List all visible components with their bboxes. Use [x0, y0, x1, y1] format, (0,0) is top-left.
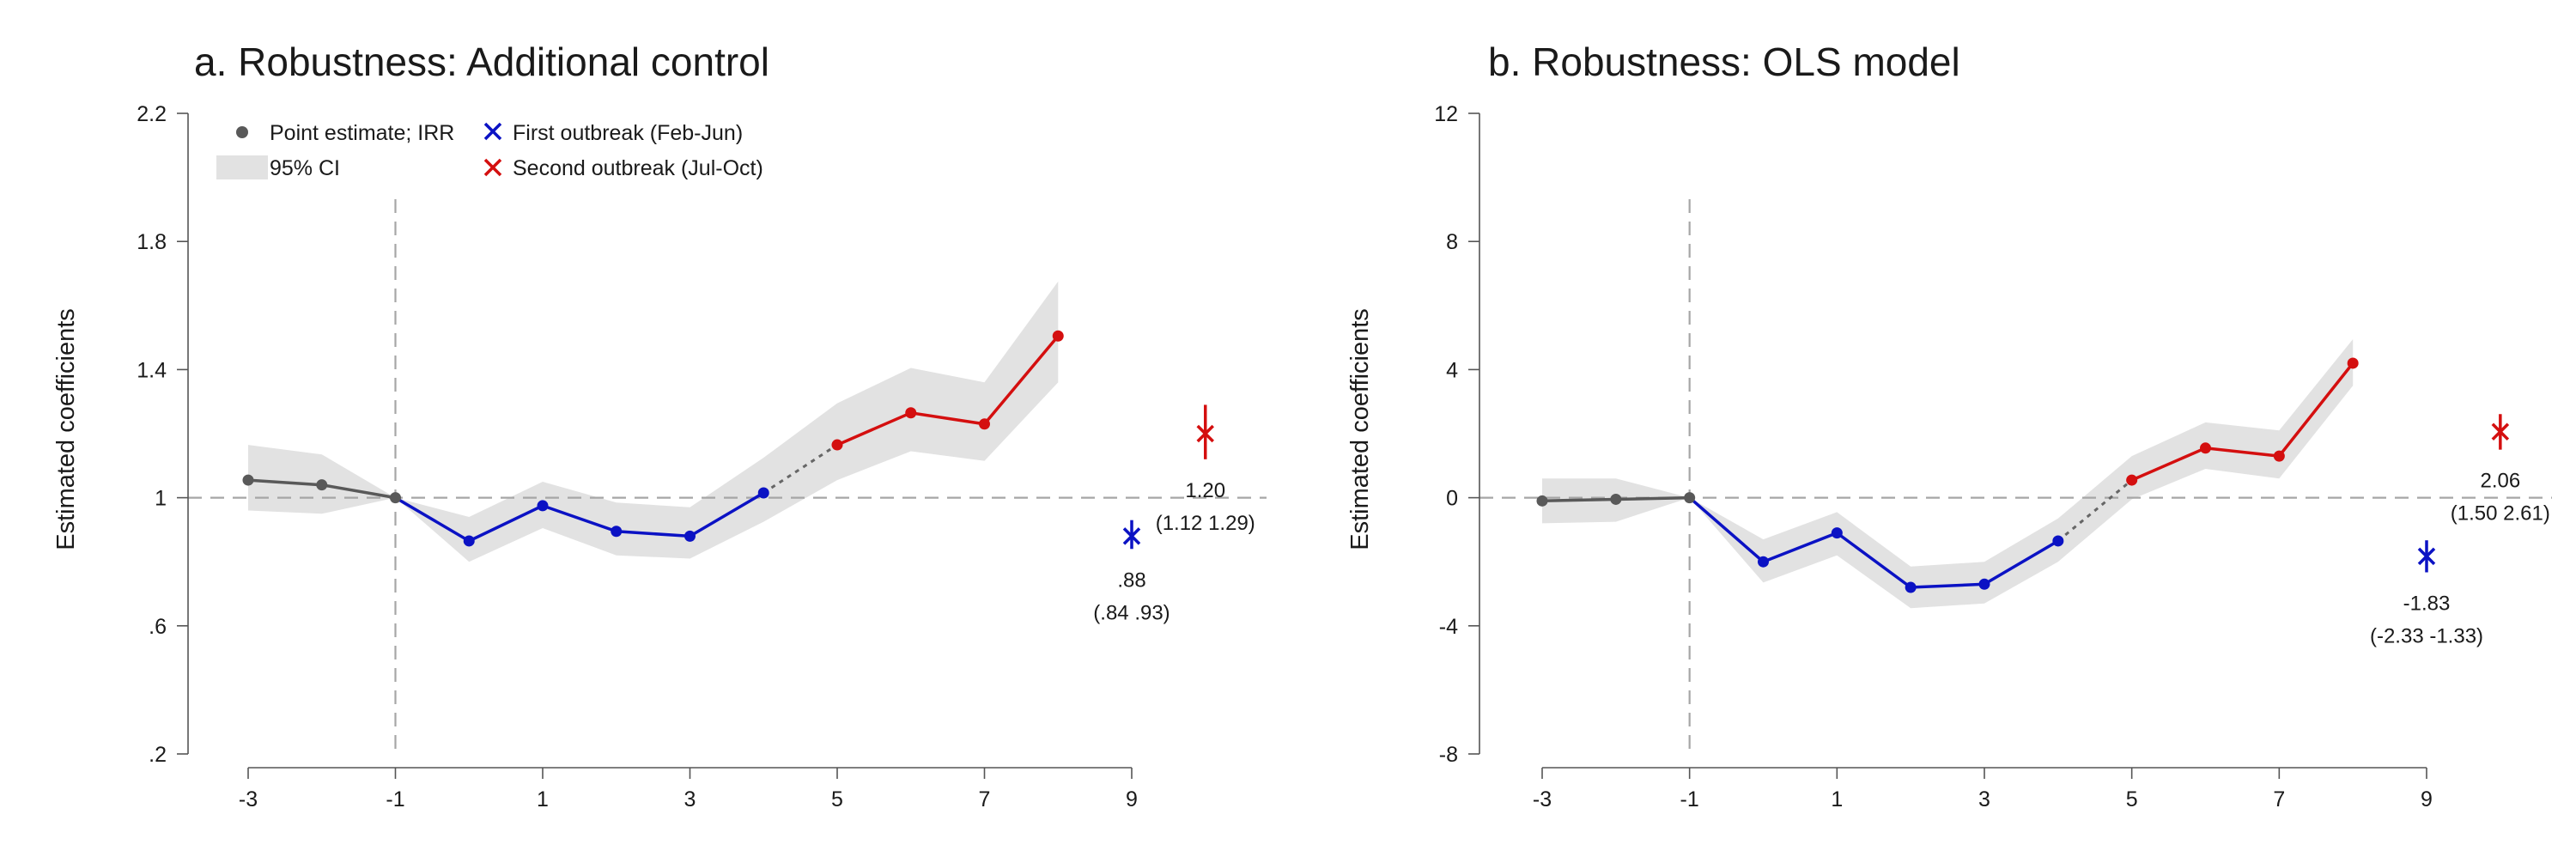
- panel-a-summary-value-second: 1.20: [1185, 479, 1225, 502]
- panel-b-point-first: [2052, 535, 2064, 547]
- panel-b-point-first: [1831, 527, 1843, 539]
- panel-b-connector-dotted: [2057, 478, 2133, 543]
- legend-second-marker-icon: [483, 158, 502, 177]
- panel-b-title: b. Robustness: OLS model: [1488, 40, 1960, 84]
- panel-b-summary-marker-first: [2417, 547, 2436, 566]
- panel-b-x-tick-label: 9: [2421, 787, 2433, 811]
- panel-b-point-pre: [1536, 495, 1548, 507]
- panel-a-point-second: [979, 418, 990, 430]
- panel-a-x-tick-label: 1: [537, 787, 549, 811]
- legend-point-icon: [236, 126, 248, 138]
- legend-first-marker-icon: [483, 122, 502, 141]
- panel-b-y-tick-label: 4: [1446, 358, 1458, 382]
- panel-b-point-pre: [1610, 493, 1622, 505]
- panel-b-x-tick-label: 5: [2126, 787, 2138, 811]
- panel-a-y-tick-label: 2.2: [137, 102, 167, 126]
- panel-b-y-axis-label: Estimated coefficients: [1346, 308, 1374, 550]
- panel-a-point-first: [757, 487, 769, 499]
- panel-a-summary-marker-stroke: [1196, 424, 1214, 443]
- panel-a-x-tick-label: 7: [979, 787, 991, 811]
- panel-a-summary-marker-first: [1122, 527, 1141, 545]
- panel-a-point-second: [831, 439, 843, 451]
- panel-a-y-axis-label: Estimated coefficients: [52, 308, 80, 550]
- panel-a-point-pre: [390, 492, 401, 504]
- panel-a-summary-marker-stroke: [1122, 527, 1141, 545]
- panel-b-y-tick-label: 12: [1434, 102, 1458, 126]
- panel-b-series-line-first: [1688, 496, 2059, 589]
- panel-b-plot-layer: -8 -4 0 4 8 12 -3 -1 1 3 5 7 9 -1.83 (-2.33 -1.33) 2.06…: [1434, 102, 2552, 811]
- panel-b-y-tick-label: -8: [1439, 743, 1458, 767]
- panel-a-series-line-second: [836, 335, 1060, 447]
- panel-b: -8 -4 0 4 8 12 -3 -1 1 3 5 7 9 -1.83 (-2.33 -1.33) 2.06…: [1346, 40, 2552, 811]
- panel-a-point-first: [463, 535, 475, 547]
- panel-b-x-tick-label: 1: [1831, 787, 1843, 811]
- legend-ci-label: 95% CI: [270, 156, 340, 180]
- panel-a-point-second: [905, 407, 917, 419]
- panel-b-point-first: [1758, 556, 1769, 568]
- panel-a-y-tick-label: .2: [149, 743, 167, 767]
- panel-a-title: a. Robustness: Additional control: [194, 40, 769, 84]
- panel-a-ci-band: [248, 281, 1059, 562]
- panel-a-point-first: [611, 526, 623, 538]
- panel-a-plot-layer: .2 .6 1 1.4 1.8 2.2 -3 -1 1 3 5 7 9 .88 (.84 .93) 1.20 (…: [137, 102, 1267, 811]
- panel-b-summary-ci-label-second: (1.50 2.61): [2451, 502, 2550, 526]
- legend-point-label: Point estimate; IRR: [270, 121, 454, 145]
- panel-b-x-tick-label: -3: [1533, 787, 1552, 811]
- panel-b-ci-band: [1542, 339, 2354, 609]
- legend: Point estimate; IRR 95% CI First outbrea…: [216, 121, 763, 180]
- panel-b-summary-value-second: 2.06: [2480, 470, 2520, 493]
- panel-b-x-tick-label: 7: [2273, 787, 2285, 811]
- panel-a-summary-value-first: .88: [1117, 568, 1145, 592]
- panel-b-point-second: [2126, 474, 2138, 486]
- panel-a-y-tick-label: .6: [149, 615, 167, 639]
- panel-b-x-tick-label: -1: [1680, 787, 1699, 811]
- legend-second-label: Second outbreak (Jul-Oct): [513, 156, 763, 180]
- panel-b-summary-marker-second: [2491, 422, 2510, 441]
- panel-b-series-line-second: [2131, 362, 2354, 482]
- panel-a-point-first: [537, 500, 549, 512]
- panel-b-point-pre: [1684, 492, 1696, 504]
- panel-a-point-pre: [316, 479, 328, 491]
- panel-a-point-first: [684, 530, 696, 542]
- legend-first-label: First outbreak (Feb-Jun): [513, 121, 743, 145]
- panel-a: .2 .6 1 1.4 1.8 2.2 -3 -1 1 3 5 7 9 .88 (.84 .93) 1.20 (…: [52, 40, 1267, 811]
- panel-b-summary-ci-label-first: (-2.33 -1.33): [2370, 625, 2483, 648]
- panel-a-x-tick-label: 3: [684, 787, 696, 811]
- panel-a-x-tick-label: -3: [239, 787, 258, 811]
- panel-a-x-tick-label: 9: [1126, 787, 1138, 811]
- panel-b-y-tick-label: -4: [1439, 615, 1458, 639]
- panel-b-x-tick-label: 3: [1978, 787, 1990, 811]
- panel-a-summary-marker-second: [1196, 424, 1214, 443]
- panel-a-summary-ci-label-second: (1.12 1.29): [1156, 512, 1255, 535]
- panel-b-point-first: [1978, 578, 1990, 590]
- legend-ci-swatch: [216, 155, 268, 179]
- panel-b-y-tick-label: 0: [1446, 487, 1458, 511]
- panel-a-series-line-first: [394, 491, 765, 543]
- panel-b-y-tick-label: 8: [1446, 230, 1458, 254]
- panel-b-point-second: [2200, 442, 2211, 454]
- panel-b-point-second: [2273, 450, 2285, 462]
- panel-a-point-pre: [242, 474, 254, 486]
- panel-a-x-tick-label: -1: [386, 787, 404, 811]
- panel-b-summary-marker-stroke: [2417, 547, 2436, 566]
- panel-a-x-tick-label: 5: [831, 787, 843, 811]
- panel-a-point-second: [1052, 330, 1064, 342]
- panel-b-point-second: [2347, 357, 2359, 369]
- panel-b-point-first: [1905, 581, 1917, 593]
- panel-b-summary-value-first: -1.83: [2403, 593, 2451, 616]
- panel-a-y-tick-label: 1.4: [137, 358, 167, 382]
- panel-b-summary-marker-stroke: [2491, 422, 2510, 441]
- panel-a-y-tick-label: 1: [155, 487, 167, 511]
- panel-a-summary-ci-label-first: (.84 .93): [1093, 601, 1170, 624]
- panel-a-y-tick-label: 1.8: [137, 230, 167, 254]
